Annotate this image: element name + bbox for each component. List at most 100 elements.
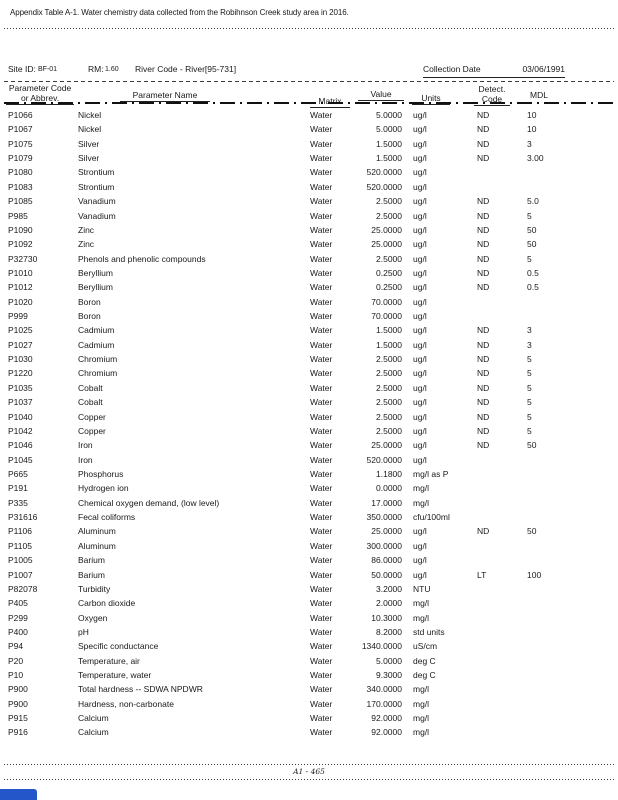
cell-value: 0.0000	[376, 483, 402, 494]
cell-name: Chemical oxygen demand, (low level)	[78, 497, 220, 508]
table-title: Appendix Table A-1. Water chemistry data…	[10, 8, 349, 17]
cell-units: ug/l	[413, 196, 427, 207]
cell-name: Beryllium	[78, 282, 113, 293]
cell-name: pH	[78, 626, 89, 637]
cell-name: Beryllium	[78, 267, 113, 278]
cell-code: P335	[8, 497, 28, 508]
cell-name: Aluminum	[78, 540, 116, 551]
cell-units: ug/l	[413, 325, 427, 336]
page-number: A1 - 465	[293, 767, 325, 776]
cell-value: 50.0000	[371, 569, 402, 580]
cell-matrix: Water	[310, 655, 333, 666]
cell-name: Cobalt	[78, 382, 103, 393]
cell-name: Boron	[78, 311, 101, 322]
table-row: P1105 Aluminum Water 300.0000 ug/l	[0, 539, 618, 553]
cell-value: 2.5000	[376, 210, 402, 221]
cell-detect: ND	[477, 397, 490, 408]
cell-units: ug/l	[413, 253, 427, 264]
table-row: P1045 Iron Water 520.0000 ug/l	[0, 453, 618, 467]
table-row: P1040 Copper Water 2.5000 ug/l ND 5	[0, 410, 618, 424]
cell-code: P1080	[8, 167, 33, 178]
table-row: P900 Hardness, non-carbonate Water 170.0000…	[0, 697, 618, 711]
cell-name: Total hardness -- SDWA NPDWR	[78, 684, 203, 695]
param-code-line2: or Abbrev.	[20, 93, 60, 103]
cell-name: Hardness, non-carbonate	[78, 698, 174, 709]
cell-code: P299	[8, 612, 28, 623]
table-row: P999 Boron Water 70.0000 ug/l	[0, 309, 618, 323]
cell-name: Copper	[78, 425, 106, 436]
detect-line1: Detect.	[478, 84, 506, 94]
cell-detect: ND	[477, 224, 490, 235]
cell-name: Zinc	[78, 224, 95, 235]
cell-units: ug/l	[413, 181, 427, 192]
cell-code: P400	[8, 626, 28, 637]
cell-name: Cadmium	[78, 325, 115, 336]
table-row: P1090 Zinc Water 25.0000 ug/l ND 50	[0, 223, 618, 237]
cell-units: ug/l	[413, 224, 427, 235]
table-row: P1079 Silver Water 1.5000 ug/l ND 3.00	[0, 151, 618, 165]
cell-units: cfu/100ml	[413, 512, 450, 523]
table-row: P1085 Vanadium Water 2.5000 ug/l ND 5.0	[0, 194, 618, 208]
table-row: P1042 Copper Water 2.5000 ug/l ND 5	[0, 424, 618, 438]
cell-units: ug/l	[413, 124, 427, 135]
cell-mdl: 50	[527, 239, 537, 250]
cell-code: P1042	[8, 425, 33, 436]
cell-detect: ND	[477, 153, 490, 164]
column-header-parameter-name: Parameter Name	[120, 90, 210, 102]
cell-matrix: Water	[310, 727, 333, 738]
cell-detect: ND	[477, 267, 490, 278]
cell-value: 0.2500	[376, 282, 402, 293]
column-header-detect-code: Detect. Code	[474, 84, 510, 106]
cell-value: 2.0000	[376, 598, 402, 609]
cell-matrix: Water	[310, 468, 333, 479]
river-code: River Code - River[95-731]	[135, 64, 237, 74]
cell-matrix: Water	[310, 641, 333, 652]
cell-name: Zinc	[78, 239, 95, 250]
cell-units: ug/l	[413, 368, 427, 379]
cell-value: 25.0000	[371, 440, 402, 451]
collection-date-value: 03/06/1991	[522, 64, 565, 74]
cell-code: P665	[8, 468, 28, 479]
cell-value: 520.0000	[366, 167, 402, 178]
cell-detect: ND	[477, 368, 490, 379]
cell-detect: ND	[477, 282, 490, 293]
site-id-label: Site ID:	[8, 64, 36, 74]
cell-mdl: 5	[527, 397, 532, 408]
cell-detect: ND	[477, 526, 490, 537]
cell-detect: ND	[477, 110, 490, 120]
cell-matrix: Water	[310, 425, 333, 436]
cell-units: ug/l	[413, 239, 427, 250]
cell-value: 170.0000	[366, 698, 402, 709]
cell-name: Vanadium	[78, 196, 116, 207]
cell-units: ug/l	[413, 440, 427, 451]
cell-name: Nickel	[78, 124, 102, 135]
cell-value: 2.5000	[376, 368, 402, 379]
table-row: P400 pH Water 8.2000 std units	[0, 625, 618, 639]
cell-matrix: Water	[310, 311, 333, 322]
cell-name: Barium	[78, 569, 105, 580]
cell-mdl: 10	[527, 124, 537, 135]
cell-detect: ND	[477, 440, 490, 451]
cell-code: P1045	[8, 454, 33, 465]
column-header-units: Units	[412, 93, 450, 105]
cell-units: ug/l	[413, 167, 427, 178]
cell-units: ug/l	[413, 540, 427, 551]
table-row: P1030 Chromium Water 2.5000 ug/l ND 5	[0, 352, 618, 366]
cell-units: ug/l	[413, 138, 427, 149]
cell-code: P1079	[8, 153, 33, 164]
table-row: P10 Temperature, water Water 9.3000 deg C	[0, 668, 618, 682]
cell-code: P916	[8, 727, 28, 738]
cell-code: P1075	[8, 138, 33, 149]
cell-code: P191	[8, 483, 28, 494]
cell-matrix: Water	[310, 454, 333, 465]
cell-units: ug/l	[413, 110, 427, 120]
cell-detect: ND	[477, 210, 490, 221]
cell-mdl: 50	[527, 526, 537, 537]
cell-mdl: 5	[527, 253, 532, 264]
divider-dotted-footer-bottom	[4, 779, 614, 780]
cell-mdl: 3	[527, 325, 532, 336]
cell-mdl: 50	[527, 224, 537, 235]
cell-mdl: 3.00	[527, 153, 544, 164]
cell-mdl: 5	[527, 382, 532, 393]
table-row: P1005 Barium Water 86.0000 ug/l	[0, 553, 618, 567]
